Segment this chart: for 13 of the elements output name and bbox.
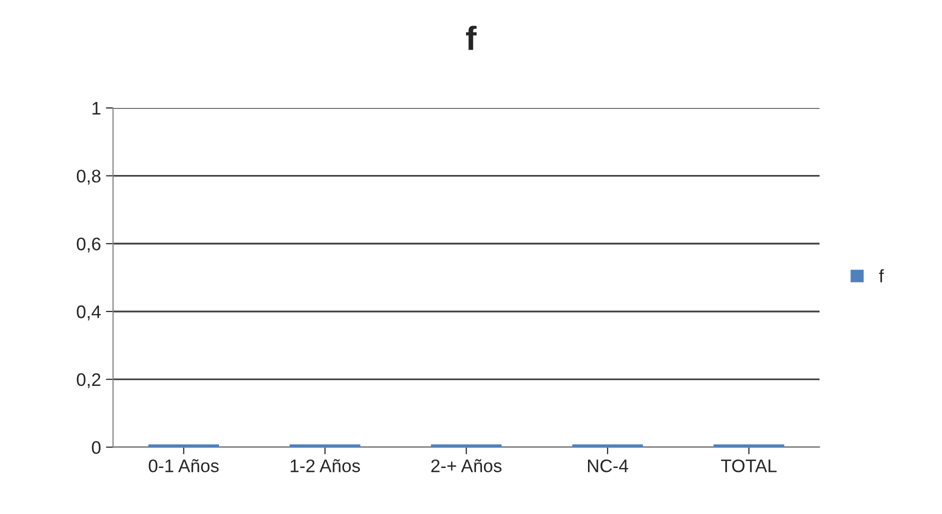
x-tick-label: 0-1 Años [148, 459, 219, 472]
y-tick-label: 0,8 [76, 170, 100, 185]
y-tick-label: 0,4 [76, 305, 101, 320]
x-tick-label: 2-+ Años [431, 459, 502, 472]
y-tick-label: 1 [92, 102, 100, 114]
y-tick-label: 0,6 [76, 238, 100, 252]
x-tick-label: TOTAL [721, 459, 777, 472]
x-tick-label: 1-2 Años [290, 459, 360, 472]
x-tick-label: NC-4 [588, 459, 628, 472]
y-tick-label: 0,2 [76, 373, 100, 388]
chart-title: f [466, 26, 477, 50]
y-tick-label: 0 [92, 441, 101, 454]
legend-label: f [879, 269, 884, 282]
